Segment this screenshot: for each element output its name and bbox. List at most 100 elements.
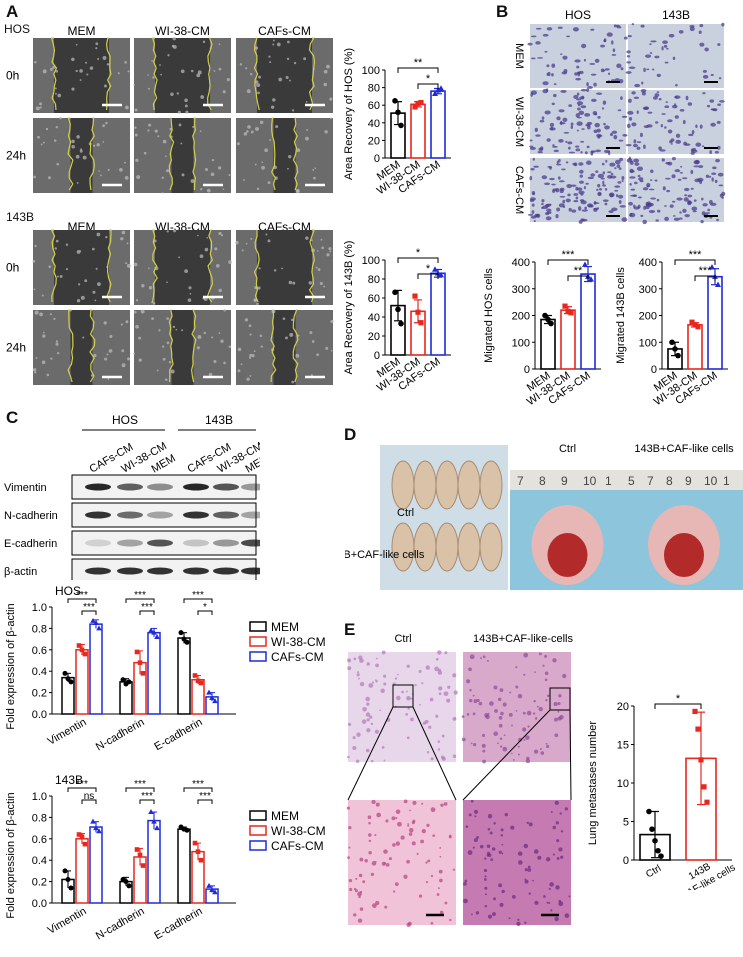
stained-cell (629, 168, 634, 174)
nucleus (349, 887, 353, 892)
nucleus (472, 846, 475, 849)
cell-dot (102, 141, 105, 143)
nucleus (428, 725, 432, 729)
stained-cell (580, 192, 584, 196)
stained-cell (545, 216, 552, 221)
wound-edge-line (106, 37, 112, 111)
nucleus (523, 652, 529, 658)
nucleus (558, 847, 563, 852)
stained-cell (671, 174, 676, 179)
data-point (65, 676, 71, 682)
nucleus (532, 879, 535, 882)
cell-dot (39, 312, 43, 317)
cell-dot (41, 294, 44, 297)
stained-cell (604, 202, 608, 206)
cell-dot (187, 298, 192, 302)
cell-dot (287, 40, 290, 44)
stained-cell (581, 128, 585, 130)
data-point (395, 306, 401, 313)
nucleus (524, 879, 529, 884)
nucleus (361, 719, 367, 724)
cell-sheet (236, 38, 257, 113)
stained-cell (625, 71, 632, 74)
stained-cell (647, 111, 653, 114)
cell-dot (95, 47, 98, 50)
stained-cell (546, 27, 553, 31)
stained-cell (597, 191, 602, 197)
cell-dot (297, 334, 300, 337)
cell-dot (75, 69, 78, 73)
nucleus (559, 812, 562, 815)
cell-dot (311, 340, 315, 343)
data-point (658, 853, 664, 859)
data-point (542, 312, 548, 319)
significance-bracket (547, 259, 589, 265)
stained-cell (546, 138, 551, 142)
bar (75, 649, 89, 715)
data-point (675, 352, 681, 359)
stained-cell (579, 169, 584, 174)
stained-cell (646, 68, 650, 71)
cell-dot (218, 288, 222, 293)
nucleus (486, 844, 491, 849)
stained-cell (636, 110, 639, 114)
cell-dot (250, 73, 253, 76)
nucleus (421, 682, 424, 685)
stained-cell (717, 145, 721, 150)
stained-cell (604, 125, 610, 130)
nucleus (546, 901, 549, 904)
cell-dot (79, 250, 82, 252)
stained-cell (578, 190, 585, 195)
stained-cell (534, 127, 538, 132)
stained-cell (667, 119, 673, 123)
cell-dot (258, 75, 262, 79)
nucleus (406, 664, 410, 668)
cell-dot (181, 173, 185, 177)
stained-cell (579, 199, 585, 202)
nucleus (365, 696, 370, 702)
stained-cell (605, 159, 608, 163)
significance-bracket (139, 610, 155, 615)
panel-a-row-label: 24h (6, 149, 26, 163)
data-point (548, 320, 554, 327)
cell-dot (244, 318, 249, 322)
stained-cell (597, 116, 601, 119)
nucleus (346, 806, 350, 810)
cell-dot (259, 120, 264, 125)
stained-cell (615, 194, 619, 198)
cell-dot (246, 89, 251, 94)
stained-cell (575, 145, 580, 148)
data-point (398, 122, 404, 129)
stained-cell (546, 211, 552, 214)
cell-dot (86, 73, 89, 76)
stained-cell (710, 202, 717, 206)
ruler-number: 9 (561, 474, 568, 488)
stained-cell (600, 44, 605, 48)
stained-cell (673, 217, 680, 221)
nucleus (429, 697, 434, 702)
nucleus (524, 921, 527, 924)
cell-dot (180, 69, 185, 74)
cell-dot (100, 174, 102, 177)
stained-cell (642, 219, 647, 225)
data-point (137, 660, 143, 665)
significance-bracket (67, 598, 97, 603)
x-tick-label: Ctrl (644, 863, 663, 880)
nucleus (487, 914, 493, 919)
nucleus (385, 863, 390, 867)
cell-dot (237, 347, 242, 352)
cell-sheet (134, 230, 155, 305)
cell-dot (196, 346, 200, 350)
nucleus (544, 654, 548, 658)
stained-cell (670, 143, 673, 145)
nucleus (517, 918, 520, 921)
nucleus (473, 699, 478, 704)
y-tick-label: 60 (368, 293, 380, 305)
cell-dot (255, 126, 259, 131)
cell-dot (104, 357, 108, 361)
nucleus (430, 807, 436, 813)
cell-dot (276, 42, 281, 47)
cell-dot (65, 243, 69, 246)
stained-cell (626, 61, 631, 64)
cell-dot (253, 350, 256, 353)
